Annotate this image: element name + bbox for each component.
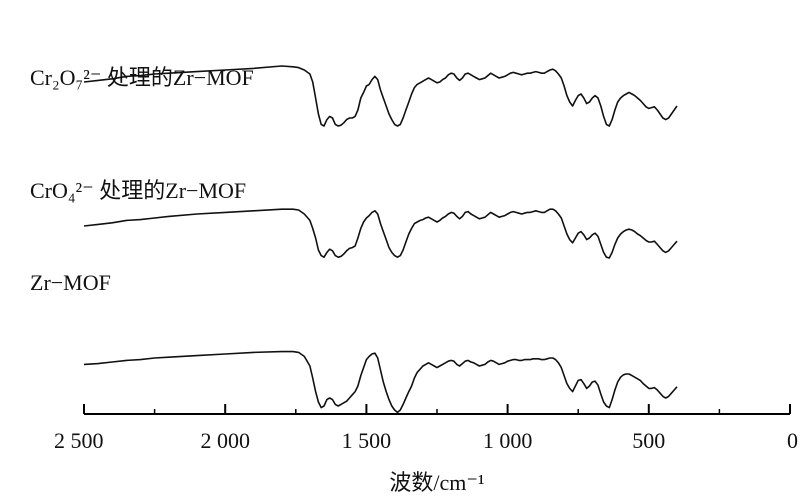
series-line-2 [83, 350, 678, 414]
series-label-0: Cr₂O₇²⁻ 处理的Zr−MOF [30, 65, 254, 90]
x-axis: 2 500 2 000 1 500 1 000 500 0 [54, 404, 798, 453]
series-label-1: CrO₄²⁻ 处理的Zr−MOF [30, 178, 246, 203]
x-axis-title: 波数/cm⁻¹ [389, 470, 484, 495]
series-labels: Cr₂O₇²⁻ 处理的Zr−MOF CrO₄²⁻ 处理的Zr−MOF Zr−MOF [30, 65, 254, 295]
x-tick-label-2: 1 500 [342, 428, 392, 453]
x-tick-label-1: 2 000 [200, 428, 250, 453]
series-layer [83, 65, 678, 414]
x-tick-label-5: 0 [787, 428, 798, 453]
x-tick-label-3: 1 000 [483, 428, 533, 453]
series-label-2: Zr−MOF [30, 270, 111, 295]
series-line-1 [83, 208, 678, 259]
x-tick-label-4: 500 [632, 428, 665, 453]
series-line-0 [83, 65, 678, 127]
x-tick-label-0: 2 500 [54, 428, 104, 453]
